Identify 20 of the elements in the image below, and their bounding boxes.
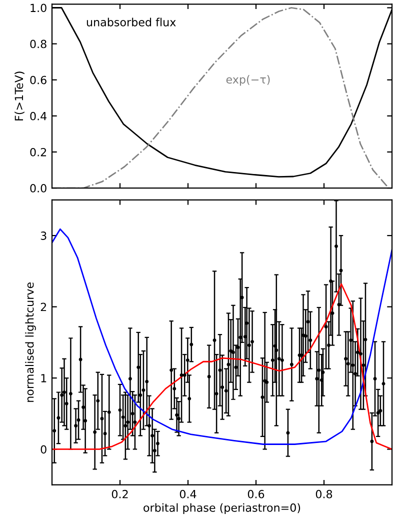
x-tick-label: 0.2 — [112, 490, 128, 498]
x-tick-label: 0.4 — [180, 490, 196, 498]
x-tick-label: 0.8 — [316, 490, 332, 498]
y-tick-label: 1 — [41, 374, 46, 382]
series-label: exp(−τ) — [226, 75, 270, 86]
y-axis-title: normalised lightcurve — [25, 282, 36, 402]
x-tick-label: 0.6 — [248, 490, 264, 498]
y-axis-title: F(>1TeV) — [14, 72, 24, 120]
y-tick-label: 0.8 — [30, 40, 46, 48]
y-tick-label: 1.0 — [30, 4, 46, 12]
y-tick-label: 0.4 — [30, 112, 47, 120]
line-series — [52, 283, 392, 450]
y-tick-label: 2 — [40, 302, 46, 312]
y-tick-label: 0 — [40, 445, 46, 454]
y-tick-label: 0.2 — [30, 148, 46, 156]
legend-label: unabsorbed flux — [86, 18, 176, 26]
y-tick-label: 0.6 — [30, 76, 46, 84]
x-axis-title: orbital phase (periastron=0) — [144, 503, 300, 514]
y-tick-label: 3 — [40, 232, 46, 240]
y-tick-label: 0.0 — [30, 184, 46, 192]
